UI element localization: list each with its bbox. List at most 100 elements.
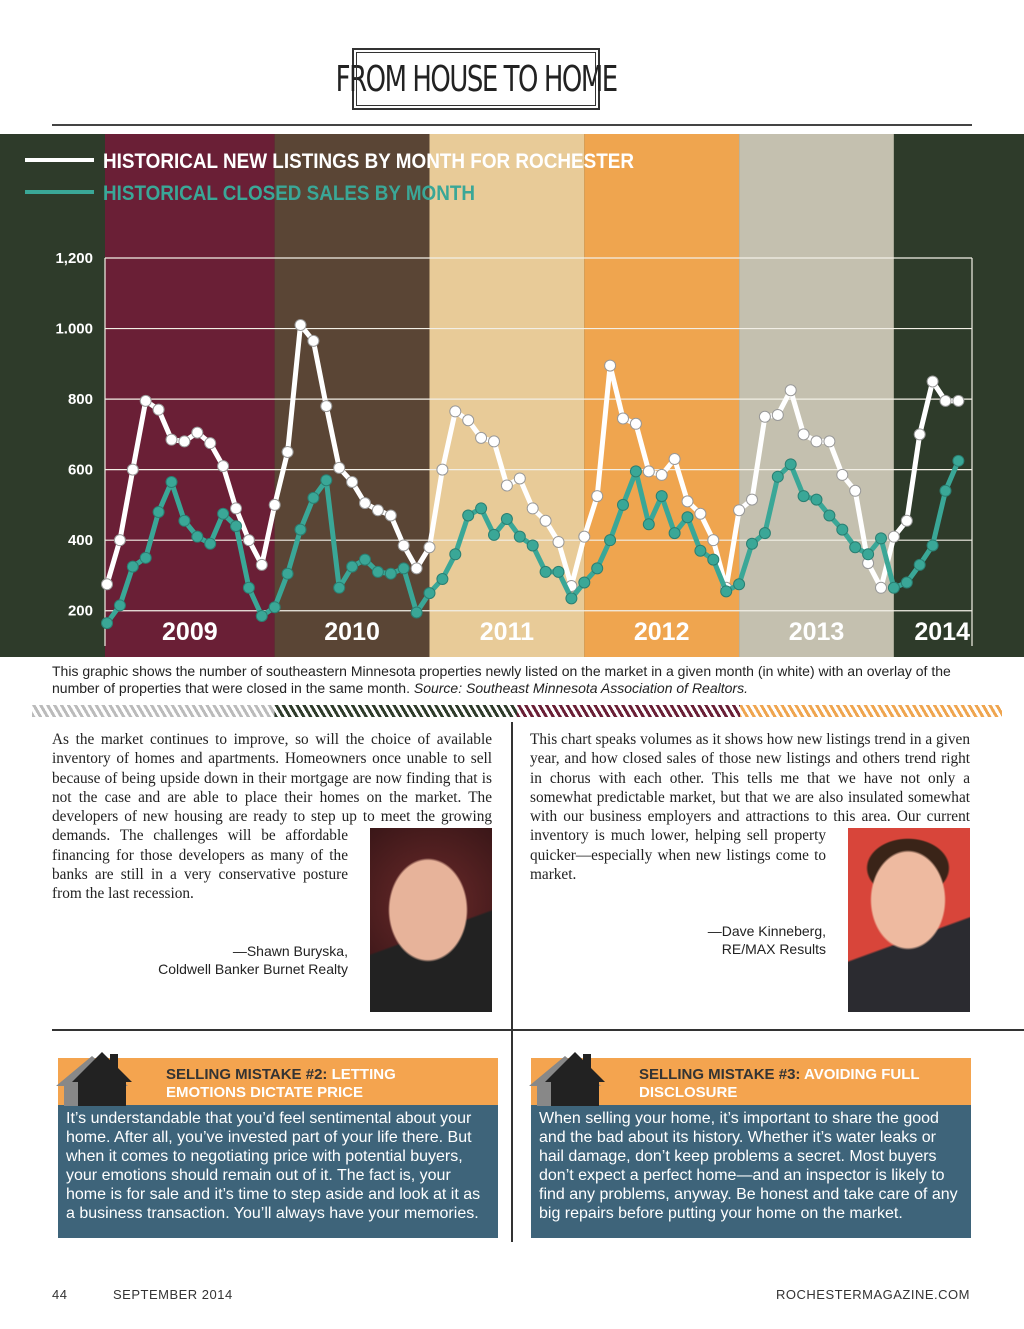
data-point bbox=[681, 495, 694, 508]
data-point bbox=[217, 460, 230, 473]
data-point bbox=[629, 417, 642, 430]
data-point bbox=[900, 576, 913, 589]
data-point bbox=[887, 581, 900, 594]
data-point bbox=[346, 560, 359, 573]
data-point bbox=[488, 528, 500, 541]
photo bbox=[370, 828, 492, 1012]
website: ROCHESTERMAGAZINE.COM bbox=[776, 1287, 970, 1302]
data-point bbox=[591, 490, 604, 503]
data-point bbox=[746, 537, 758, 550]
year-label: 2013 bbox=[789, 618, 845, 646]
data-point bbox=[384, 567, 397, 580]
data-point bbox=[513, 530, 526, 543]
data-point bbox=[810, 435, 823, 448]
data-point bbox=[642, 518, 655, 531]
data-point bbox=[139, 394, 152, 407]
data-point bbox=[681, 511, 694, 524]
data-point bbox=[913, 558, 926, 571]
data-point bbox=[629, 465, 642, 478]
data-point bbox=[359, 497, 371, 510]
data-point bbox=[552, 535, 565, 548]
data-point bbox=[436, 572, 449, 585]
caption-source: Source: Southeast Minnesota Association … bbox=[413, 680, 748, 696]
data-point bbox=[823, 509, 836, 522]
data-point bbox=[746, 493, 758, 506]
y-tick-label: 400 bbox=[68, 532, 93, 549]
data-point bbox=[230, 502, 242, 515]
data-point bbox=[707, 553, 720, 566]
data-point bbox=[294, 523, 307, 536]
data-point bbox=[758, 410, 771, 423]
data-point bbox=[591, 562, 604, 575]
year-band bbox=[584, 134, 740, 657]
y-tick-label: 800 bbox=[68, 391, 93, 408]
quote: As the market continues to improve, so w… bbox=[52, 730, 492, 1012]
year-label: 2014 bbox=[914, 618, 970, 646]
data-point bbox=[771, 470, 784, 483]
data-point bbox=[371, 504, 384, 517]
data-point bbox=[604, 359, 617, 372]
data-point bbox=[255, 558, 268, 571]
data-point bbox=[333, 461, 346, 474]
data-point bbox=[836, 523, 849, 536]
data-point bbox=[552, 565, 565, 578]
data-point bbox=[810, 493, 823, 506]
data-point bbox=[113, 599, 126, 612]
data-point bbox=[230, 520, 242, 533]
data-point bbox=[242, 581, 255, 594]
data-point bbox=[875, 532, 887, 545]
data-point bbox=[139, 551, 152, 564]
data-point bbox=[242, 534, 255, 547]
data-point bbox=[642, 465, 655, 478]
data-point bbox=[410, 562, 423, 575]
data-point bbox=[204, 437, 217, 450]
data-point bbox=[191, 530, 204, 543]
caption-text: This graphic shows the number of southea… bbox=[52, 663, 951, 696]
data-point bbox=[165, 433, 178, 446]
page-number: 44 bbox=[52, 1287, 68, 1302]
data-point bbox=[307, 491, 320, 504]
data-point bbox=[952, 454, 965, 467]
quote: This chart speaks volumes as it shows ho… bbox=[530, 730, 970, 1012]
data-point bbox=[101, 617, 113, 630]
data-point bbox=[178, 514, 191, 527]
caption: This graphic shows the number of southea… bbox=[52, 663, 972, 697]
data-point bbox=[539, 565, 552, 578]
data-point bbox=[836, 468, 849, 481]
data-point bbox=[423, 541, 436, 554]
data-point bbox=[875, 581, 887, 594]
data-point bbox=[720, 585, 733, 598]
tip-box: SELLING MISTAKE #2: LETTING EMOTIONS DIC… bbox=[56, 1052, 498, 1238]
data-point bbox=[333, 581, 346, 594]
data-point bbox=[500, 513, 513, 526]
year-band bbox=[739, 134, 894, 657]
data-point bbox=[784, 384, 797, 397]
tip-title: AVOIDING FULL DISCLOSURE bbox=[639, 1066, 920, 1101]
data-point bbox=[320, 400, 333, 413]
tip-box: SELLING MISTAKE #3: AVOIDING FULL DISCLO… bbox=[529, 1052, 971, 1238]
data-point bbox=[617, 498, 629, 511]
data-point bbox=[165, 475, 178, 488]
y-tick-label: 1,200 bbox=[55, 250, 93, 267]
data-point bbox=[694, 544, 707, 557]
tip-text: When selling your home, it’s important t… bbox=[531, 1105, 971, 1238]
data-point bbox=[281, 446, 294, 458]
masthead-title: FROM HOUSE TO HOME bbox=[335, 58, 617, 100]
data-point bbox=[475, 431, 488, 444]
masthead: FROM HOUSE TO HOME bbox=[335, 48, 618, 110]
data-point bbox=[655, 468, 668, 481]
quote-company: RE/MAX Results bbox=[721, 941, 826, 958]
data-point bbox=[526, 502, 539, 515]
data-point bbox=[397, 562, 410, 575]
quote-name: —Shawn Buryska, bbox=[232, 942, 348, 959]
data-point bbox=[152, 403, 165, 416]
data-point bbox=[862, 548, 875, 561]
year-label: 2010 bbox=[324, 618, 380, 646]
tip-label: SELLING MISTAKE #3: bbox=[639, 1066, 801, 1083]
y-tick-label: 1.000 bbox=[55, 321, 93, 338]
rule bbox=[52, 124, 972, 126]
issue: SEPTEMBER 2014 bbox=[113, 1287, 233, 1302]
legend-label: HISTORICAL CLOSED SALES BY MONTH bbox=[103, 182, 475, 205]
data-point bbox=[926, 539, 939, 552]
